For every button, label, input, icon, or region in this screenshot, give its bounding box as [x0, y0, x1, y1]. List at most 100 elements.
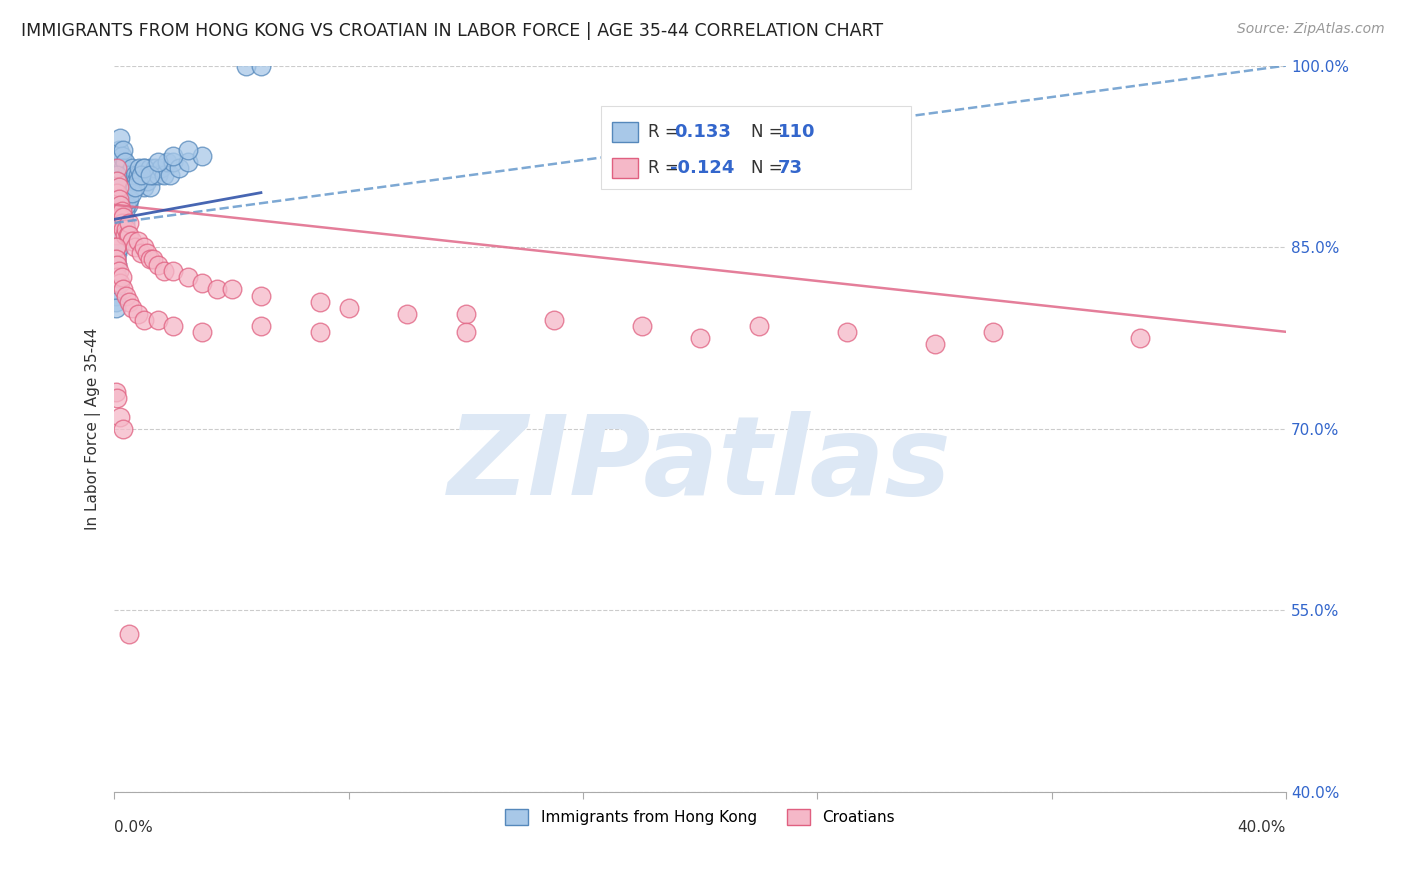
Croatians: [127, 234, 149, 248]
Immigrants from Hong Kong: [156, 155, 179, 169]
Croatians: [112, 422, 135, 436]
Croatians: [337, 301, 360, 315]
Immigrants from Hong Kong: [107, 168, 129, 182]
Immigrants from Hong Kong: [104, 216, 127, 230]
Immigrants from Hong Kong: [107, 198, 129, 212]
Immigrants from Hong Kong: [108, 144, 131, 158]
Immigrants from Hong Kong: [110, 131, 132, 145]
Immigrants from Hong Kong: [138, 179, 160, 194]
Croatians: [191, 325, 214, 339]
Immigrants from Hong Kong: [110, 203, 132, 218]
Immigrants from Hong Kong: [112, 179, 135, 194]
Croatians: [835, 325, 858, 339]
Immigrants from Hong Kong: [104, 240, 127, 254]
Immigrants from Hong Kong: [112, 161, 135, 176]
Immigrants from Hong Kong: [104, 288, 127, 302]
Immigrants from Hong Kong: [110, 186, 132, 200]
Immigrants from Hong Kong: [153, 168, 176, 182]
Croatians: [110, 409, 132, 424]
Immigrants from Hong Kong: [107, 168, 129, 182]
Immigrants from Hong Kong: [104, 227, 127, 242]
Immigrants from Hong Kong: [128, 161, 150, 176]
Immigrants from Hong Kong: [115, 168, 138, 182]
Immigrants from Hong Kong: [104, 283, 127, 297]
Immigrants from Hong Kong: [108, 227, 131, 242]
Croatians: [454, 325, 477, 339]
Text: 110: 110: [778, 123, 815, 141]
Immigrants from Hong Kong: [107, 179, 129, 194]
Croatians: [104, 240, 127, 254]
Immigrants from Hong Kong: [114, 203, 136, 218]
Immigrants from Hong Kong: [118, 192, 141, 206]
Croatians: [118, 294, 141, 309]
Immigrants from Hong Kong: [104, 203, 127, 218]
Croatians: [396, 307, 419, 321]
Croatians: [108, 264, 131, 278]
Immigrants from Hong Kong: [125, 173, 148, 187]
Immigrants from Hong Kong: [177, 155, 200, 169]
Croatians: [1128, 331, 1150, 345]
Immigrants from Hong Kong: [122, 179, 145, 194]
Croatians: [108, 192, 131, 206]
Croatians: [107, 161, 129, 176]
Immigrants from Hong Kong: [145, 161, 167, 176]
Immigrants from Hong Kong: [121, 161, 143, 176]
Immigrants from Hong Kong: [131, 168, 153, 182]
Croatians: [111, 270, 134, 285]
Croatians: [110, 198, 132, 212]
Immigrants from Hong Kong: [104, 301, 127, 315]
Text: Source: ZipAtlas.com: Source: ZipAtlas.com: [1237, 22, 1385, 37]
Text: R =: R =: [648, 123, 678, 141]
Immigrants from Hong Kong: [110, 161, 132, 176]
Croatians: [308, 294, 330, 309]
Immigrants from Hong Kong: [135, 168, 157, 182]
Immigrants from Hong Kong: [138, 168, 160, 182]
Immigrants from Hong Kong: [132, 179, 155, 194]
Y-axis label: In Labor Force | Age 35-44: In Labor Force | Age 35-44: [86, 327, 101, 530]
Immigrants from Hong Kong: [118, 168, 141, 182]
Croatians: [308, 325, 330, 339]
Immigrants from Hong Kong: [108, 155, 131, 169]
Immigrants from Hong Kong: [167, 161, 190, 176]
Croatians: [153, 264, 176, 278]
Immigrants from Hong Kong: [108, 173, 131, 187]
Croatians: [108, 179, 131, 194]
Croatians: [121, 234, 143, 248]
Croatians: [191, 277, 214, 291]
Immigrants from Hong Kong: [104, 227, 127, 242]
Immigrants from Hong Kong: [104, 246, 127, 260]
Croatians: [104, 216, 127, 230]
Croatians: [118, 227, 141, 242]
Immigrants from Hong Kong: [108, 192, 131, 206]
Immigrants from Hong Kong: [132, 161, 155, 176]
Immigrants from Hong Kong: [104, 216, 127, 230]
Croatians: [104, 227, 127, 242]
Croatians: [121, 301, 143, 315]
Croatians: [110, 277, 132, 291]
Croatians: [148, 312, 170, 326]
Immigrants from Hong Kong: [107, 210, 129, 224]
Croatians: [114, 227, 136, 242]
Croatians: [107, 258, 129, 272]
Immigrants from Hong Kong: [104, 240, 127, 254]
Immigrants from Hong Kong: [115, 186, 138, 200]
Croatians: [107, 270, 129, 285]
Immigrants from Hong Kong: [111, 149, 134, 163]
Immigrants from Hong Kong: [162, 155, 184, 169]
Croatians: [924, 337, 946, 351]
Immigrants from Hong Kong: [159, 168, 181, 182]
Croatians: [205, 283, 228, 297]
Croatians: [250, 318, 273, 333]
Text: 0.0%: 0.0%: [114, 820, 153, 835]
Immigrants from Hong Kong: [150, 161, 173, 176]
Immigrants from Hong Kong: [108, 203, 131, 218]
Immigrants from Hong Kong: [107, 186, 129, 200]
Croatians: [118, 216, 141, 230]
Croatians: [148, 258, 170, 272]
Croatians: [110, 210, 132, 224]
Text: R =: R =: [648, 159, 678, 177]
Immigrants from Hong Kong: [104, 222, 127, 236]
Immigrants from Hong Kong: [115, 198, 138, 212]
Immigrants from Hong Kong: [107, 173, 129, 187]
Croatians: [118, 627, 141, 641]
